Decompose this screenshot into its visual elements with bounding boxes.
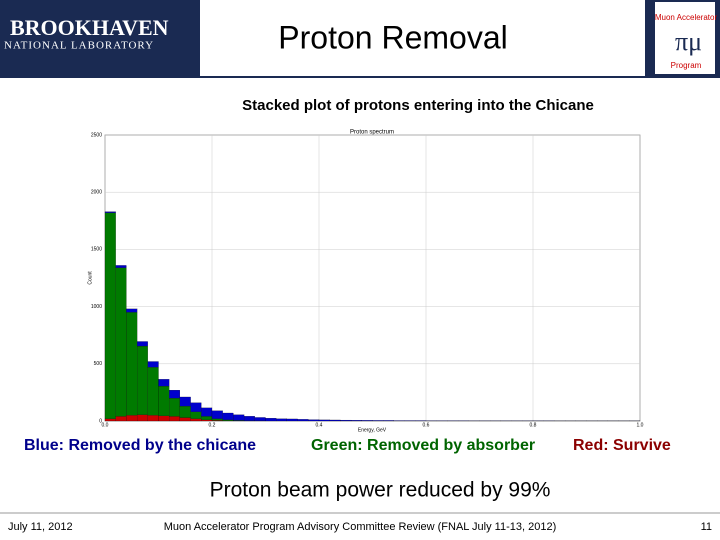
bar (179, 406, 191, 418)
bar (147, 361, 159, 368)
bar (104, 418, 116, 422)
bar (137, 414, 148, 422)
chart-title: Proton spectrum (350, 130, 394, 136)
bar (169, 416, 180, 422)
plot: 0 500 1000 1500 2000 2500 0.0 0.2 0.4 0.6 0.8 1.0 (91, 132, 644, 428)
y-axis-label: Count (87, 271, 93, 285)
bar (179, 396, 191, 407)
logo-symbol: πμ (675, 27, 702, 56)
bar (329, 419, 341, 422)
conclusion: Proton beam power reduced by 99% (210, 479, 551, 502)
x-tick-label: 0.6 (423, 422, 430, 428)
y-tick-label: 1000 (91, 304, 102, 310)
subtitle: Stacked plot of protons entering into th… (242, 97, 594, 114)
bar (211, 410, 223, 419)
x-axis-label: Energy, GeV (358, 427, 387, 433)
bar (201, 416, 213, 420)
bar (201, 419, 213, 422)
plot-area (104, 134, 641, 422)
y-tick-label: 500 (94, 361, 103, 367)
y-tick-label: 0 (99, 418, 102, 424)
footer-date: July 11, 2012 (8, 521, 73, 533)
y-tick-label: 1500 (91, 247, 102, 253)
right-logo-box (655, 2, 715, 74)
bar (169, 390, 180, 399)
logo-text: Program (671, 61, 702, 70)
bar (201, 407, 213, 417)
bar (147, 415, 159, 422)
bar (190, 418, 202, 422)
bar (222, 419, 234, 421)
bar (244, 416, 255, 421)
bar (137, 345, 148, 415)
x-tick-label: 1.0 (637, 422, 644, 428)
footer-event: Muon Accelerator Program Advisory Commit… (164, 521, 557, 533)
bar (169, 398, 180, 417)
bar (158, 379, 170, 387)
bar (115, 416, 127, 422)
bar (126, 415, 138, 422)
bar (254, 417, 266, 421)
y-tick-label: 2500 (91, 132, 102, 138)
x-tick-label: 0.8 (530, 422, 537, 428)
title-box (200, 0, 645, 76)
bar (211, 418, 223, 421)
bar (179, 417, 191, 422)
caption: Red: Survive (573, 437, 671, 454)
bar (308, 419, 320, 422)
bar (147, 367, 159, 416)
bar (158, 386, 170, 416)
caption: Green: Removed by absorber (311, 437, 535, 454)
x-tick-label: 0.0 (102, 422, 109, 428)
bar (265, 418, 277, 422)
bar (276, 418, 288, 422)
y-tick-label: 2000 (91, 190, 102, 196)
bar (126, 308, 138, 313)
bar (383, 420, 395, 422)
logo-text: BROOKHAVEN (10, 15, 169, 40)
bar (104, 211, 116, 213)
logo-text: NATIONAL LABORATORY (4, 40, 154, 52)
bar (361, 420, 373, 422)
x-tick-label: 0.2 (209, 422, 216, 428)
bar (126, 312, 138, 416)
bar (286, 418, 298, 422)
slide-title: Proton Removal (278, 19, 507, 55)
bar (351, 420, 362, 422)
bar (115, 265, 127, 268)
logo-text: Muon Accelerator (655, 13, 718, 22)
bar (190, 411, 202, 419)
bar (137, 341, 148, 347)
bar (222, 412, 234, 420)
bar (297, 419, 309, 422)
bar (340, 419, 352, 422)
bar (190, 402, 202, 412)
page-number: 11 (701, 521, 712, 533)
bar (158, 415, 170, 422)
caption: Blue: Removed by the chicane (24, 437, 256, 454)
bar (318, 419, 330, 422)
bar (372, 420, 384, 422)
bar (115, 267, 127, 417)
bar (233, 414, 245, 421)
x-tick-label: 0.4 (316, 422, 323, 428)
bar (104, 212, 116, 419)
